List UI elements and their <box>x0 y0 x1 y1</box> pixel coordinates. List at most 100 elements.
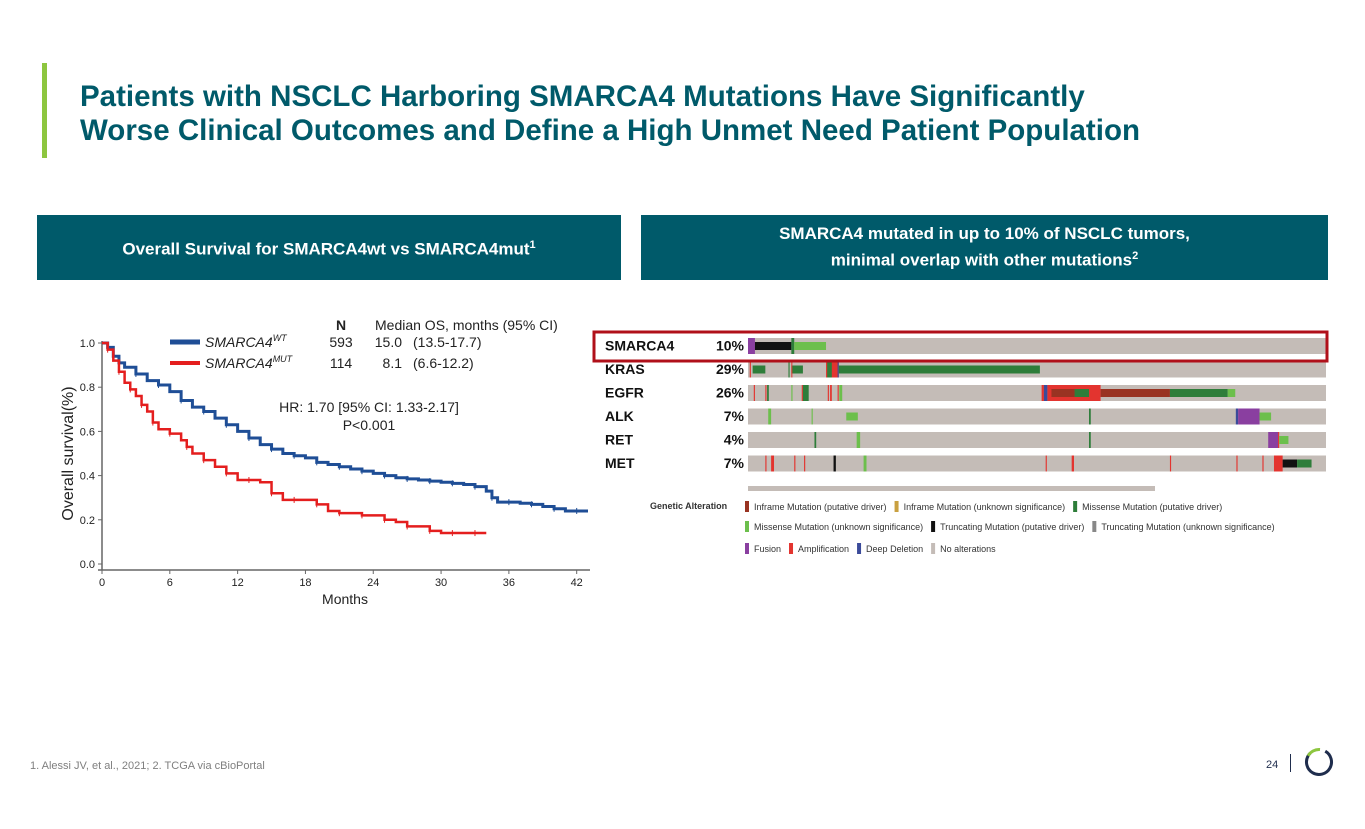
series-wt-line <box>102 341 588 513</box>
oncoprint-rows: SMARCA4 10% KRAS 29% EGFR 26% ALK 7% RET 4% MET 7% <box>605 338 1326 472</box>
y-tick-label: 1.0 <box>80 338 95 350</box>
alteration-segment <box>791 361 793 378</box>
legend-item: Amplification <box>789 543 849 554</box>
smarca4-highlight-box <box>592 330 1329 363</box>
legend-item: Deep Deletion <box>857 543 923 554</box>
alteration-segment <box>811 408 813 425</box>
alteration-segment <box>827 361 832 378</box>
gene-percent: 7% <box>724 455 745 471</box>
gene-percent: 4% <box>724 432 745 448</box>
legend-swatch <box>1073 501 1078 512</box>
legend-swatch <box>931 543 936 554</box>
alteration-segment <box>1282 459 1298 468</box>
alteration-segment <box>1100 389 1170 397</box>
gene-percent: 26% <box>716 385 745 401</box>
legend-swatch <box>857 543 862 554</box>
gene-name: RET <box>605 432 633 448</box>
alteration-segment <box>1262 455 1264 472</box>
table-header-median-os: Median OS, months (95% CI) <box>375 317 558 333</box>
alteration-segment <box>794 455 796 472</box>
alteration-segment <box>791 385 793 401</box>
title-line-2: Worse Clinical Outcomes and Define a Hig… <box>80 114 1140 147</box>
alteration-segment <box>753 385 755 401</box>
mut-ci: (6.6-12.2) <box>413 355 474 371</box>
x-axis-label: Months <box>322 591 368 607</box>
y-tick-label: 0.0 <box>80 559 95 571</box>
alteration-segment <box>1045 455 1047 472</box>
y-tick-label: 0.6 <box>80 426 95 438</box>
alteration-segment <box>791 338 795 354</box>
right-panel-header: SMARCA4 mutated in up to 10% of NSCLC tu… <box>641 215 1328 280</box>
legend-item: Missense Mutation (unknown significance) <box>745 521 923 532</box>
legend-swatch <box>894 501 899 512</box>
alteration-segment <box>804 455 806 472</box>
gene-name: KRAS <box>605 361 645 377</box>
gene-name: MET <box>605 455 635 471</box>
alteration-segment <box>1169 389 1228 397</box>
legend-swatch <box>1092 521 1097 532</box>
alteration-segment <box>794 342 827 350</box>
gene-track-background <box>748 408 1326 425</box>
legend-item: No alterations <box>931 543 996 554</box>
alteration-segment <box>838 365 1040 374</box>
legend-item: Inframe Mutation (putative driver) <box>745 501 887 512</box>
series-mut-line <box>102 341 487 535</box>
right-panel-header-line-1: SMARCA4 mutated in up to 10% of NSCLC tu… <box>779 224 1190 244</box>
alteration-segment <box>1268 432 1279 448</box>
alteration-segment <box>767 385 769 401</box>
legend-item: Inframe Mutation (unknown significance) <box>894 501 1066 512</box>
alteration-segment <box>1074 389 1090 397</box>
legend-label: Inframe Mutation (unknown significance) <box>904 502 1066 512</box>
km-survival-chart: 0.0 0.2 0.4 0.6 0.8 1.0 0 6 12 18 24 30 36 42 Months Ov… <box>60 317 590 607</box>
page-number-divider <box>1290 754 1291 772</box>
x-tick-label: 0 <box>99 577 105 589</box>
legend-label: Missense Mutation (putative driver) <box>1082 502 1222 512</box>
y-tick-label: 0.4 <box>80 471 95 483</box>
alteration-segment <box>754 342 792 350</box>
alteration-segment <box>768 408 772 425</box>
wt-ci: (13.5-17.7) <box>413 334 481 350</box>
title-accent-bar <box>42 63 47 158</box>
alteration-segment <box>1227 389 1236 397</box>
legend-item: Missense Mutation (putative driver) <box>1073 501 1222 512</box>
gene-percent: 29% <box>716 361 745 377</box>
p-value-text: P<0.001 <box>343 417 396 433</box>
left-panel-footnote-ref: 1 <box>529 239 536 252</box>
gene-name: SMARCA4 <box>605 338 674 354</box>
mut-n-value: 114 <box>330 355 353 371</box>
alteration-segment <box>814 432 817 448</box>
gene-row-met: MET 7% <box>605 455 1326 472</box>
legend-swatch <box>789 543 794 554</box>
gene-row-ret: RET 4% <box>605 432 1326 448</box>
alteration-segment <box>765 455 767 472</box>
gene-track-background <box>748 432 1326 448</box>
left-panel-header-text: Overall Survival for SMARCA4wt vs SMARCA… <box>122 239 530 259</box>
alteration-segment <box>748 338 755 354</box>
legend-item: Truncating Mutation (putative driver) <box>931 521 1084 532</box>
wt-n-value: 593 <box>329 334 353 350</box>
legend-label: Fusion <box>754 544 781 554</box>
gene-percent: 10% <box>716 338 745 354</box>
oncoprint-chart: SMARCA4 10%KRAS 29%EGFR 26%ALK 7%RET 4%MET 7% … <box>592 330 1329 554</box>
x-tick-label: 42 <box>571 577 583 589</box>
alteration-segment <box>1089 408 1091 425</box>
page-number: 24 <box>1266 759 1279 771</box>
gene-track-background <box>748 338 1326 354</box>
right-panel-header-line-2: minimal overlap with other mutations <box>830 250 1133 270</box>
alteration-segment <box>846 412 858 421</box>
legend-item: Fusion <box>745 543 781 554</box>
alteration-segment <box>1051 389 1075 397</box>
alteration-segment <box>791 365 803 374</box>
right-panel-footnote-ref: 2 <box>1132 250 1139 263</box>
alteration-segment <box>1279 436 1289 444</box>
left-panel-header: Overall Survival for SMARCA4wt vs SMARCA… <box>37 215 621 280</box>
alteration-segment <box>1071 455 1074 472</box>
title-line-1: Patients with NSCLC Harboring SMARCA4 Mu… <box>80 80 1085 113</box>
alteration-segment <box>1089 432 1091 448</box>
legend-label: Missense Mutation (unknown significance) <box>754 522 923 532</box>
alteration-segment <box>1041 385 1044 401</box>
legend-item: Truncating Mutation (unknown significanc… <box>1092 521 1275 532</box>
legend-label: Amplification <box>798 544 849 554</box>
legend-label: Deep Deletion <box>866 544 923 554</box>
oncoprint-scrollbar <box>748 486 1155 491</box>
